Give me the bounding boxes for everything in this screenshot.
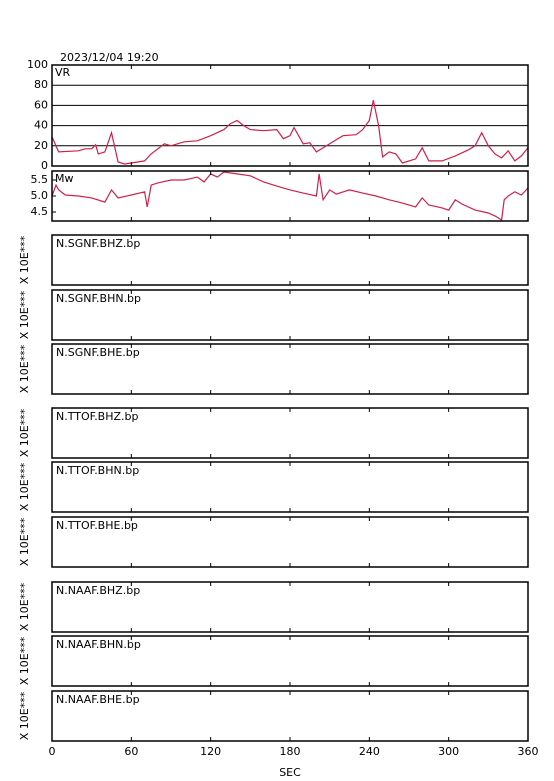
x-axis-label: SEC [279, 766, 301, 779]
station-label: N.TTOF.BHN.bp [56, 464, 139, 477]
x-tick-label: 0 [49, 745, 56, 758]
station-label: N.TTOF.BHZ.bp [56, 410, 139, 423]
side-label: X 10E*** [18, 344, 31, 393]
x-tick-label: 180 [280, 745, 301, 758]
panel-frame [51, 64, 529, 167]
panel-frame [51, 170, 529, 222]
station-label: N.NAAF.BHN.bp [56, 638, 141, 651]
side-label: X 10E*** [18, 290, 31, 339]
side-label: X 10E*** [18, 235, 31, 284]
y-tick-label: 4.5 [31, 205, 49, 218]
y-tick-label: 20 [34, 139, 48, 152]
y-tick-label: 5.5 [31, 173, 49, 186]
y-tick-label: 80 [34, 78, 48, 91]
data-line [51, 171, 529, 221]
y-tick-label: 60 [34, 98, 48, 111]
panel-label: Mw [55, 172, 74, 185]
x-tick-label: 300 [438, 745, 459, 758]
x-tick-label: 120 [200, 745, 221, 758]
station-label: N.SGNF.BHZ.bp [56, 237, 140, 250]
y-tick-label: 40 [34, 119, 48, 132]
y-tick-label: 5.0 [31, 189, 49, 202]
side-label: X 10E*** [18, 691, 31, 740]
side-label: X 10E*** [18, 517, 31, 566]
side-label: X 10E*** [18, 636, 31, 685]
station-label: N.SGNF.BHN.bp [56, 292, 141, 305]
station-label: N.SGNF.BHE.bp [56, 346, 140, 359]
panel-label: VR [55, 66, 71, 79]
x-tick-label: 360 [518, 745, 539, 758]
station-label: N.NAAF.BHZ.bp [56, 584, 140, 597]
side-label: X 10E*** [18, 462, 31, 511]
station-label: N.TTOF.BHE.bp [56, 519, 138, 532]
side-label: X 10E*** [18, 582, 31, 631]
x-tick-label: 60 [124, 745, 138, 758]
x-tick-label: 240 [359, 745, 380, 758]
side-label: X 10E*** [18, 408, 31, 457]
station-label: N.NAAF.BHE.bp [56, 693, 140, 706]
y-tick-label: 100 [27, 58, 48, 71]
y-tick-label: 0 [41, 159, 48, 172]
data-line [51, 100, 529, 165]
chart-title: 2023/12/04 19:20 [60, 51, 159, 64]
